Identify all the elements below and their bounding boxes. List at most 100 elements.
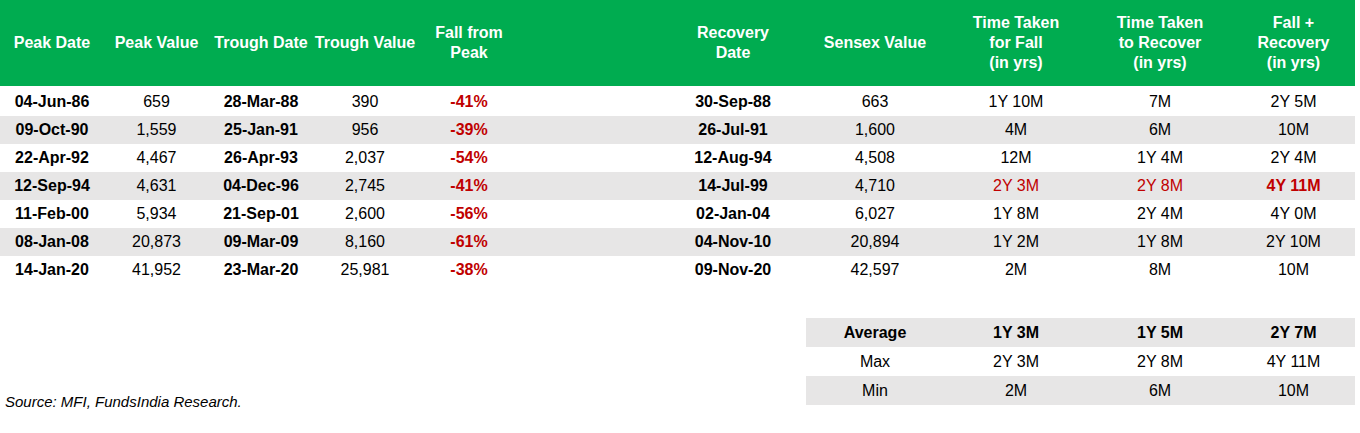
cell-time-recover: 2Y 8M <box>1088 172 1232 200</box>
cell-trough-value: 2,745 <box>313 172 417 200</box>
summary-fall-recovery: 2Y 7M <box>1232 318 1355 347</box>
summary-fall-recovery: 4Y 11M <box>1232 347 1355 376</box>
cell-time-fall: 12M <box>944 144 1088 172</box>
summary-fall-recovery: 10M <box>1232 376 1355 405</box>
cell-sensex-value: 4,508 <box>806 144 944 172</box>
summary-time-fall: 2M <box>944 376 1088 405</box>
source-note: Source: MFI, FundsIndia Research. <box>5 393 242 410</box>
cell-recovery-date: 02-Jan-04 <box>660 200 806 228</box>
cell-trough-date: 21-Sep-01 <box>209 200 313 228</box>
cell-trough-date: 26-Apr-93 <box>209 144 313 172</box>
summary-row-average: Average 1Y 3M 1Y 5M 2Y 7M <box>806 318 1355 347</box>
cell-peak-date: 09-Oct-90 <box>0 116 104 144</box>
cell-recovery-date: 14-Jul-99 <box>660 172 806 200</box>
summary-time-recover: 6M <box>1088 376 1232 405</box>
cell-time-recover: 1Y 8M <box>1088 228 1232 256</box>
cell-time-fall: 2Y 3M <box>944 172 1088 200</box>
cell-peak-date: 12-Sep-94 <box>0 172 104 200</box>
summary-row-min: Min 2M 6M 10M <box>806 376 1355 405</box>
summary-label: Average <box>806 318 944 347</box>
table-row: 04-Jun-86 659 28-Mar-88 390 -41% 30-Sep-… <box>0 88 1355 116</box>
header-fall-from-peak: Fall from Peak <box>417 23 521 63</box>
cell-trough-value: 2,037 <box>313 144 417 172</box>
cell-fall-recovery: 2Y 4M <box>1232 144 1355 172</box>
header-time-taken-for-fall: Time Taken for Fall (in yrs) <box>944 13 1088 73</box>
header-sensex-value: Sensex Value <box>806 33 944 53</box>
cell-peak-value: 659 <box>104 88 209 116</box>
sensex-fall-recovery-table: Peak Date Peak Value Trough Date Trough … <box>0 0 1360 433</box>
header-peak-value: Peak Value <box>104 33 209 53</box>
cell-peak-date: 11-Feb-00 <box>0 200 104 228</box>
table-row: 11-Feb-00 5,934 21-Sep-01 2,600 -56% 02-… <box>0 200 1355 228</box>
summary-block: Average 1Y 3M 1Y 5M 2Y 7M Max 2Y 3M 2Y 8… <box>806 318 1355 405</box>
cell-recovery-date: 12-Aug-94 <box>660 144 806 172</box>
cell-peak-value: 20,873 <box>104 228 209 256</box>
cell-peak-date: 08-Jan-08 <box>0 228 104 256</box>
cell-trough-value: 2,600 <box>313 200 417 228</box>
cell-fall-from-peak: -54% <box>417 144 521 172</box>
cell-trough-value: 8,160 <box>313 228 417 256</box>
header-trough-date: Trough Date <box>209 33 313 53</box>
table-row: 22-Apr-92 4,467 26-Apr-93 2,037 -54% 12-… <box>0 144 1355 172</box>
cell-peak-date: 22-Apr-92 <box>0 144 104 172</box>
cell-fall-recovery: 10M <box>1232 116 1355 144</box>
cell-time-recover: 1Y 4M <box>1088 144 1232 172</box>
summary-row-max: Max 2Y 3M 2Y 8M 4Y 11M <box>806 347 1355 376</box>
cell-trough-value: 390 <box>313 88 417 116</box>
cell-time-fall: 1Y 10M <box>944 88 1088 116</box>
cell-fall-from-peak: -39% <box>417 116 521 144</box>
cell-peak-value: 4,467 <box>104 144 209 172</box>
table-row: 09-Oct-90 1,559 25-Jan-91 956 -39% 26-Ju… <box>0 116 1355 144</box>
cell-recovery-date: 09-Nov-20 <box>660 256 806 284</box>
cell-recovery-date: 30-Sep-88 <box>660 88 806 116</box>
cell-sensex-value: 663 <box>806 88 944 116</box>
cell-fall-recovery: 4Y 11M <box>1232 172 1355 200</box>
summary-label: Min <box>806 376 944 405</box>
cell-fall-recovery: 4Y 0M <box>1232 200 1355 228</box>
cell-trough-date: 04-Dec-96 <box>209 172 313 200</box>
cell-fall-from-peak: -38% <box>417 256 521 284</box>
cell-time-recover: 6M <box>1088 116 1232 144</box>
cell-peak-date: 04-Jun-86 <box>0 88 104 116</box>
cell-trough-date: 09-Mar-09 <box>209 228 313 256</box>
cell-trough-date: 23-Mar-20 <box>209 256 313 284</box>
summary-time-fall: 1Y 3M <box>944 318 1088 347</box>
cell-time-fall: 1Y 2M <box>944 228 1088 256</box>
summary-time-recover: 2Y 8M <box>1088 347 1232 376</box>
summary-time-recover: 1Y 5M <box>1088 318 1232 347</box>
cell-time-fall: 4M <box>944 116 1088 144</box>
cell-peak-value: 5,934 <box>104 200 209 228</box>
cell-trough-value: 956 <box>313 116 417 144</box>
cell-fall-recovery: 10M <box>1232 256 1355 284</box>
cell-spacer <box>521 200 660 228</box>
cell-peak-date: 14-Jan-20 <box>0 256 104 284</box>
cell-recovery-date: 26-Jul-91 <box>660 116 806 144</box>
cell-spacer <box>521 144 660 172</box>
cell-fall-from-peak: -61% <box>417 228 521 256</box>
cell-peak-value: 4,631 <box>104 172 209 200</box>
cell-spacer <box>521 172 660 200</box>
header-trough-value: Trough Value <box>313 33 417 53</box>
cell-time-recover: 8M <box>1088 256 1232 284</box>
summary-label: Max <box>806 347 944 376</box>
table-body: 04-Jun-86 659 28-Mar-88 390 -41% 30-Sep-… <box>0 88 1360 284</box>
header-time-taken-to-recover: Time Taken to Recover (in yrs) <box>1088 13 1232 73</box>
cell-sensex-value: 42,597 <box>806 256 944 284</box>
cell-fall-recovery: 2Y 10M <box>1232 228 1355 256</box>
cell-fall-from-peak: -56% <box>417 200 521 228</box>
cell-recovery-date: 04-Nov-10 <box>660 228 806 256</box>
cell-spacer <box>521 256 660 284</box>
cell-fall-from-peak: -41% <box>417 88 521 116</box>
cell-trough-date: 28-Mar-88 <box>209 88 313 116</box>
cell-fall-from-peak: -41% <box>417 172 521 200</box>
cell-spacer <box>521 88 660 116</box>
header-peak-date: Peak Date <box>0 33 104 53</box>
header-recovery-date: Recovery Date <box>660 23 806 63</box>
cell-trough-value: 25,981 <box>313 256 417 284</box>
table-row: 08-Jan-08 20,873 09-Mar-09 8,160 -61% 04… <box>0 228 1355 256</box>
cell-sensex-value: 4,710 <box>806 172 944 200</box>
cell-peak-value: 1,559 <box>104 116 209 144</box>
table-row: 14-Jan-20 41,952 23-Mar-20 25,981 -38% 0… <box>0 256 1355 284</box>
header-fall-plus-recovery: Fall + Recovery (in yrs) <box>1232 13 1355 73</box>
cell-time-fall: 1Y 8M <box>944 200 1088 228</box>
